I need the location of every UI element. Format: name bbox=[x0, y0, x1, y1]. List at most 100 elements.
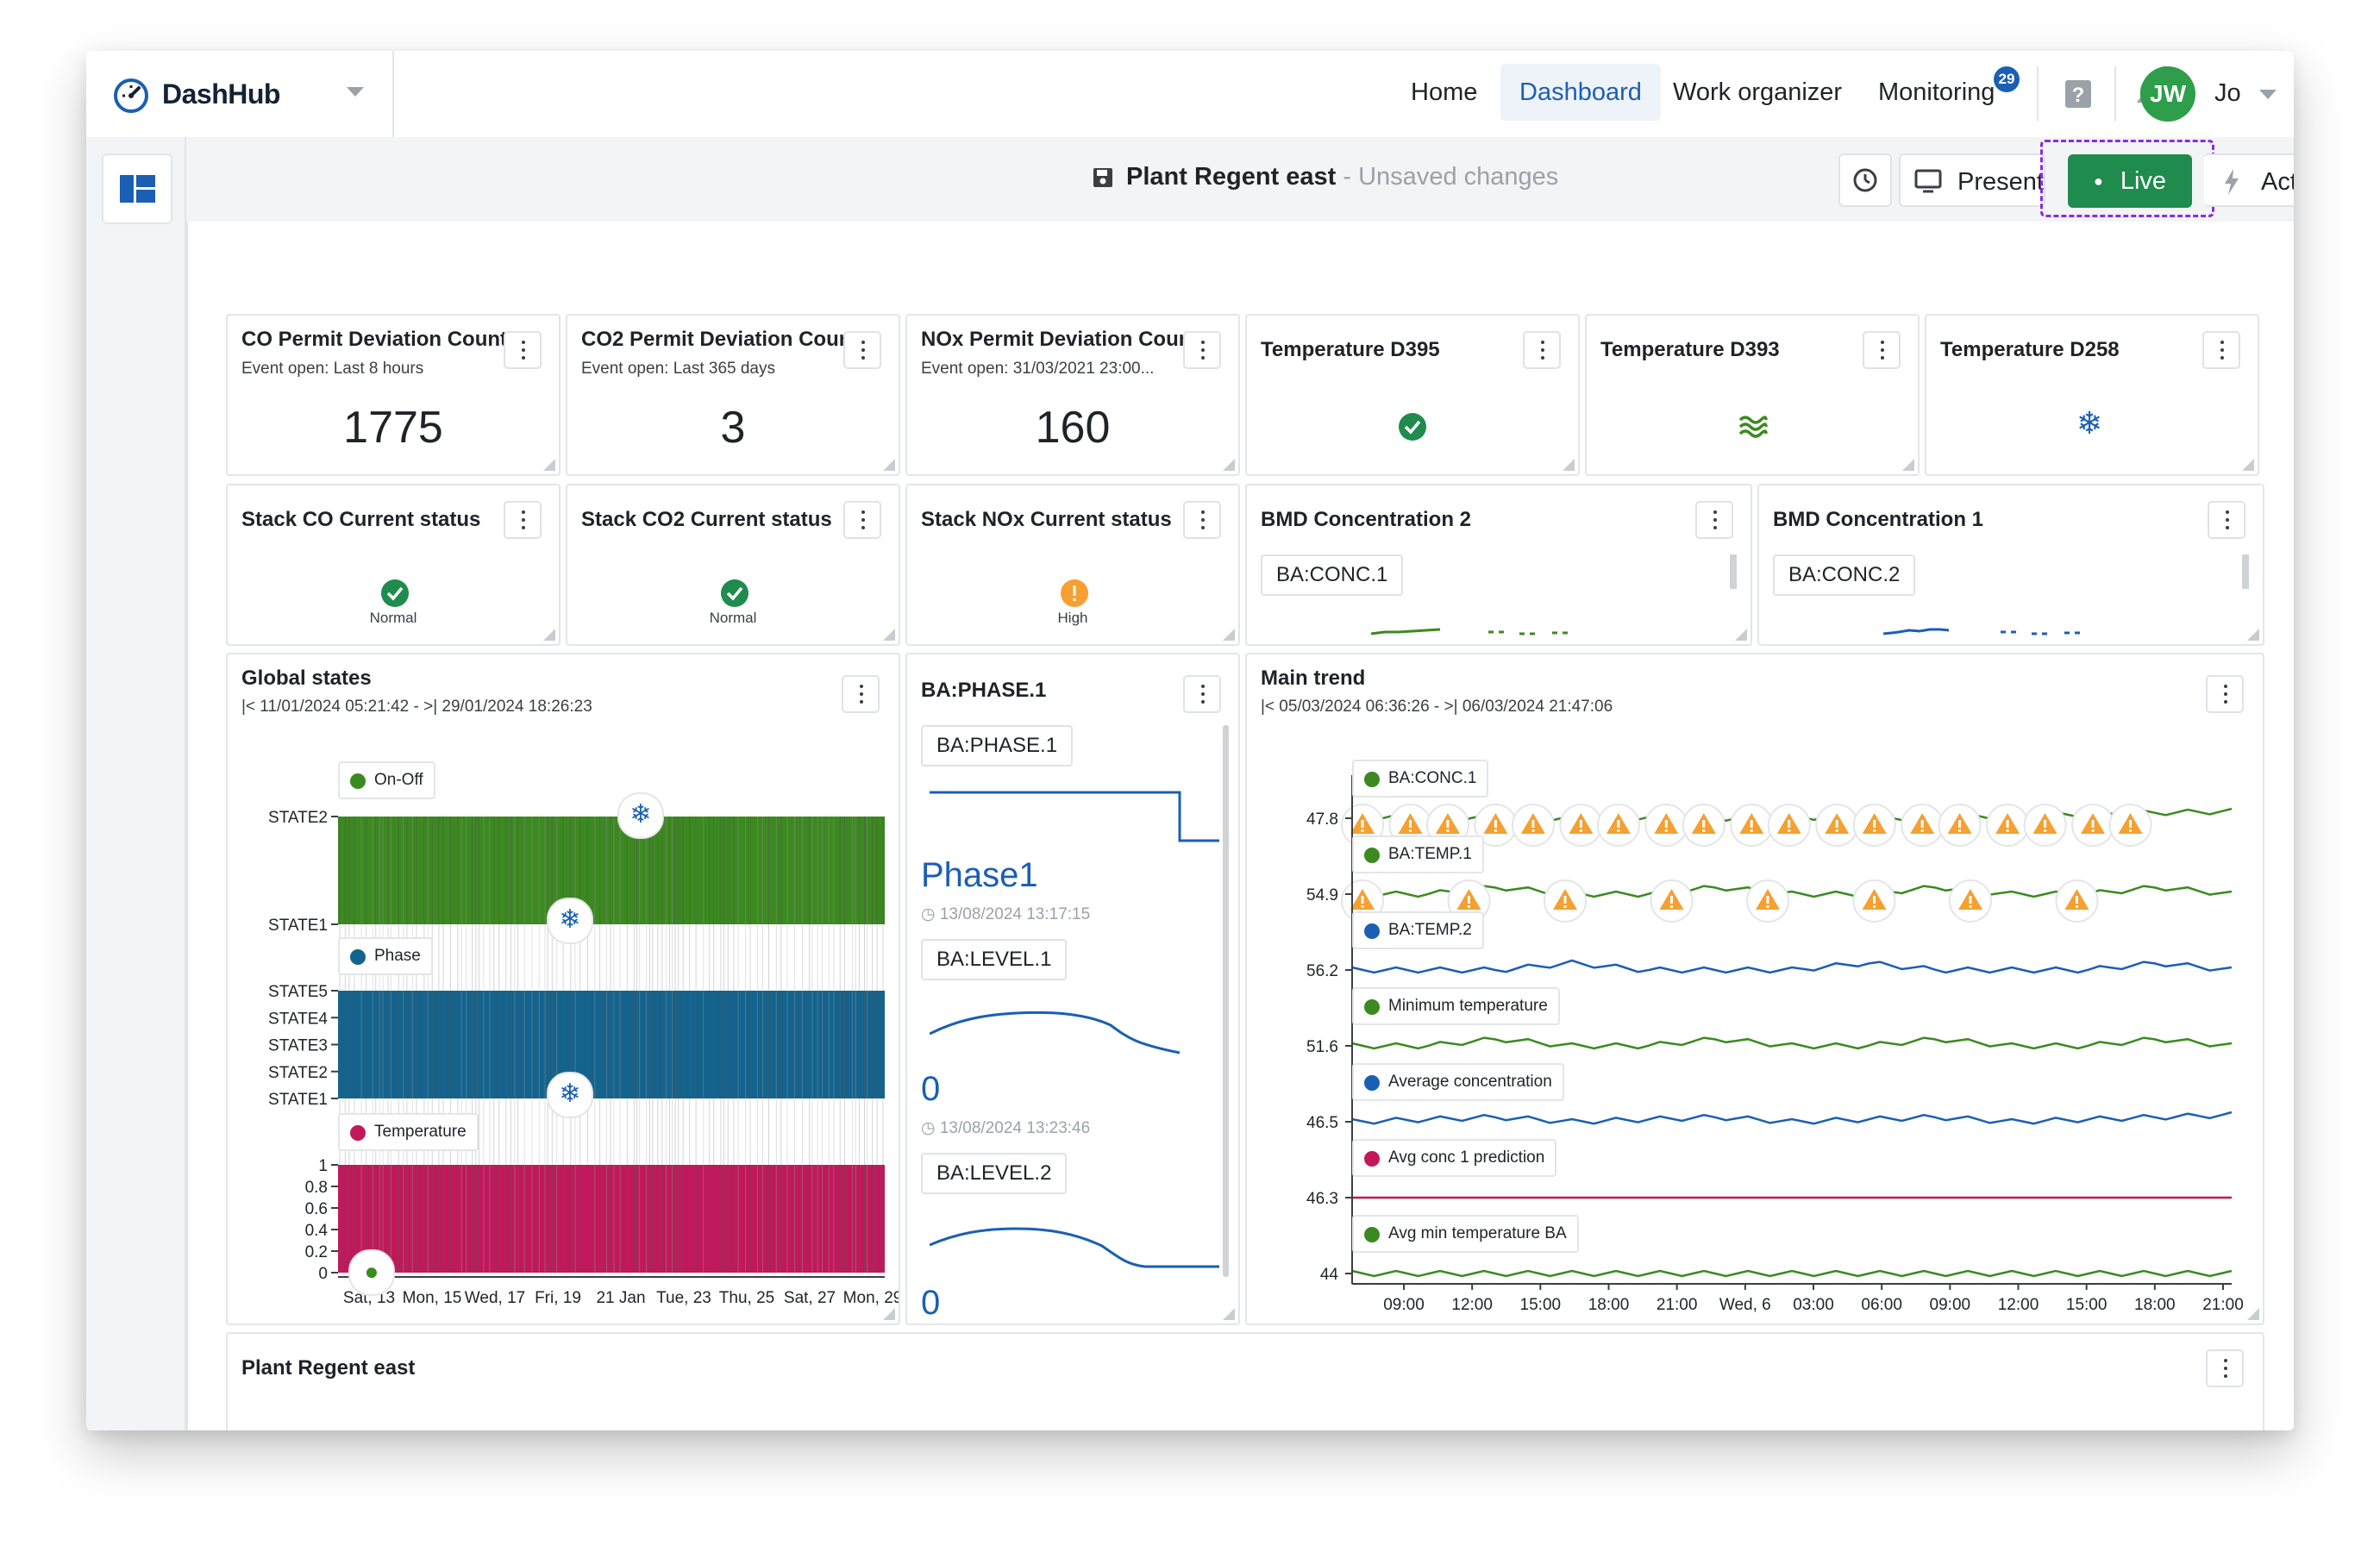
alarm-warning-icon[interactable] bbox=[1901, 804, 1945, 847]
legend-temperature[interactable]: Temperature bbox=[338, 1113, 479, 1151]
bmd-card[interactable]: BMD Concentration 1 BA:CONC.2 bbox=[1757, 484, 2264, 646]
tag-chip[interactable]: BA:CONC.1 bbox=[1261, 554, 1404, 596]
legend-series[interactable]: Average concentration bbox=[1352, 1063, 1564, 1101]
card-menu-button[interactable] bbox=[2202, 331, 2240, 369]
alarm-warning-icon[interactable] bbox=[1644, 804, 1688, 847]
alarm-warning-icon[interactable] bbox=[1511, 804, 1555, 847]
dashboard-layout-button[interactable] bbox=[102, 153, 172, 224]
stack-status-card[interactable]: Stack NOx Current status High bbox=[905, 484, 1240, 646]
help-icon[interactable]: ? bbox=[2054, 70, 2102, 118]
alarm-warning-icon[interactable] bbox=[1474, 804, 1518, 847]
alarm-warning-icon[interactable] bbox=[1815, 804, 1859, 847]
bmd-card[interactable]: BMD Concentration 2 BA:CONC.1 bbox=[1245, 484, 1752, 646]
legend-series[interactable]: BA:TEMP.1 bbox=[1352, 835, 1484, 873]
chevron-down-icon[interactable] bbox=[2259, 90, 2277, 99]
user-avatar[interactable]: JW bbox=[2140, 66, 2195, 122]
snowflake-icon[interactable]: ❄ bbox=[617, 792, 664, 839]
temperature-card[interactable]: Temperature D258 ❄ bbox=[1925, 314, 2259, 476]
resize-handle[interactable] bbox=[2247, 629, 2259, 641]
series-line[interactable] bbox=[1351, 959, 2233, 974]
resize-handle[interactable] bbox=[883, 1308, 895, 1320]
legend-series[interactable]: BA:TEMP.2 bbox=[1352, 911, 1484, 949]
card-menu-button[interactable] bbox=[1183, 501, 1221, 539]
global-states-card[interactable]: Global states |< 11/01/2024 05:21:42 - >… bbox=[226, 653, 900, 1325]
card-menu-button[interactable] bbox=[504, 331, 542, 369]
snowflake-icon[interactable]: ❄ bbox=[547, 1072, 593, 1118]
card-menu-button[interactable] bbox=[2206, 1349, 2244, 1387]
legend-series[interactable]: BA:CONC.1 bbox=[1352, 760, 1489, 798]
card-menu-button[interactable] bbox=[1183, 675, 1221, 713]
alarm-warning-icon[interactable] bbox=[1559, 804, 1603, 847]
scroll-indicator[interactable] bbox=[1730, 554, 1737, 589]
card-menu-button[interactable] bbox=[504, 501, 542, 539]
save-icon[interactable] bbox=[1092, 166, 1114, 189]
alarm-warning-icon[interactable] bbox=[2023, 804, 2067, 847]
alarm-warning-icon[interactable] bbox=[1767, 804, 1811, 847]
resize-handle[interactable] bbox=[1735, 629, 1747, 641]
alarm-warning-icon[interactable] bbox=[1650, 879, 1694, 923]
alarm-warning-icon[interactable] bbox=[1730, 804, 1774, 847]
tag-chip[interactable]: BA:CONC.2 bbox=[1773, 554, 1916, 596]
alarm-warning-icon[interactable] bbox=[1596, 804, 1640, 847]
nav-monitoring[interactable]: Monitoring bbox=[1878, 78, 1995, 106]
flame-icon[interactable]: ● bbox=[348, 1249, 395, 1296]
user-name[interactable]: Jo bbox=[2214, 79, 2241, 107]
legend-series[interactable]: Avg min temperature BA bbox=[1352, 1215, 1579, 1253]
resize-handle[interactable] bbox=[883, 459, 895, 471]
series-line[interactable] bbox=[1351, 1269, 2233, 1278]
resize-handle[interactable] bbox=[1902, 459, 1914, 471]
main-trend-chart[interactable]: 47.8 54.9 56.2 51.6 46.5 46.3 44 09:00 12:00 15:… bbox=[1247, 654, 2264, 1325]
panel-scrollbar[interactable] bbox=[1223, 725, 1229, 1277]
card-menu-button[interactable] bbox=[1695, 501, 1733, 539]
kpi-card[interactable]: CO Permit Deviation Count Event open: La… bbox=[226, 314, 561, 476]
resize-handle[interactable] bbox=[2247, 1308, 2259, 1320]
card-menu-button[interactable] bbox=[843, 331, 881, 369]
legend-series[interactable]: Avg conc 1 prediction bbox=[1352, 1139, 1557, 1177]
nav-work-organizer[interactable]: Work organizer bbox=[1673, 78, 1843, 106]
resize-handle[interactable] bbox=[1223, 629, 1235, 641]
phase-card[interactable]: BA:PHASE.1 BA:PHASE.1 Phase1 ◷ 13/08/202… bbox=[905, 653, 1240, 1325]
resize-handle[interactable] bbox=[543, 629, 555, 641]
legend-on-off[interactable]: On-Off bbox=[338, 761, 435, 799]
kpi-card[interactable]: CO2 Permit Deviation Count Event open: L… bbox=[566, 314, 900, 476]
present-button[interactable]: Present bbox=[1899, 153, 2045, 207]
alarm-warning-icon[interactable] bbox=[1949, 879, 1992, 923]
card-menu-button[interactable] bbox=[1863, 331, 1901, 369]
tag-chip[interactable]: BA:LEVEL.1 bbox=[921, 939, 1068, 980]
live-button[interactable]: ● Live bbox=[2068, 154, 2192, 208]
card-menu-button[interactable] bbox=[1183, 331, 1221, 369]
card-menu-button[interactable] bbox=[843, 501, 881, 539]
kpi-card[interactable]: NOx Permit Deviation Count Event open: 3… bbox=[905, 314, 1240, 476]
card-menu-button[interactable] bbox=[2206, 675, 2244, 713]
stack-status-card[interactable]: Stack CO Current status Normal bbox=[226, 484, 561, 646]
main-trend-card[interactable]: Main trend |< 05/03/2024 06:36:26 - >| 0… bbox=[1245, 653, 2264, 1325]
alarm-warning-icon[interactable] bbox=[2108, 804, 2152, 847]
resize-handle[interactable] bbox=[883, 629, 895, 641]
tag-chip[interactable]: BA:PHASE.1 bbox=[921, 725, 1074, 767]
plant-overview-card[interactable]: Plant Regent east bbox=[226, 1332, 2264, 1430]
alarm-warning-icon[interactable] bbox=[1544, 879, 1587, 923]
card-menu-button[interactable] bbox=[842, 675, 880, 713]
series-line[interactable] bbox=[1351, 1036, 2233, 1050]
series-line[interactable] bbox=[1351, 1111, 2233, 1125]
alarm-warning-icon[interactable] bbox=[1746, 879, 1789, 923]
legend-series[interactable]: Minimum temperature bbox=[1352, 987, 1560, 1025]
legend-phase[interactable]: Phase bbox=[338, 937, 433, 975]
temperature-card[interactable]: Temperature D395 bbox=[1245, 314, 1580, 476]
resize-handle[interactable] bbox=[543, 459, 555, 471]
history-button[interactable] bbox=[1838, 153, 1892, 207]
global-states-chart[interactable]: STATE2 STATE1 STATE5 STATE4 STATE3 STATE2 STAT… bbox=[228, 654, 900, 1325]
nav-home[interactable]: Home bbox=[1411, 78, 1478, 106]
resize-handle[interactable] bbox=[1223, 1308, 1235, 1320]
alarm-warning-icon[interactable] bbox=[1938, 804, 1982, 847]
nav-dashboard[interactable]: Dashboard bbox=[1500, 64, 1661, 121]
alarm-warning-icon[interactable] bbox=[1682, 804, 1726, 847]
alarm-warning-icon[interactable] bbox=[1852, 804, 1896, 847]
actions-button[interactable]: Actions bbox=[2204, 153, 2294, 207]
temperature-card[interactable]: Temperature D393 bbox=[1585, 314, 1920, 476]
alarm-warning-icon[interactable] bbox=[2055, 879, 2099, 923]
resize-handle[interactable] bbox=[1563, 459, 1575, 471]
alarm-warning-icon[interactable] bbox=[1852, 879, 1896, 923]
card-menu-button[interactable] bbox=[2208, 501, 2245, 539]
snowflake-icon[interactable]: ❄ bbox=[547, 898, 593, 944]
